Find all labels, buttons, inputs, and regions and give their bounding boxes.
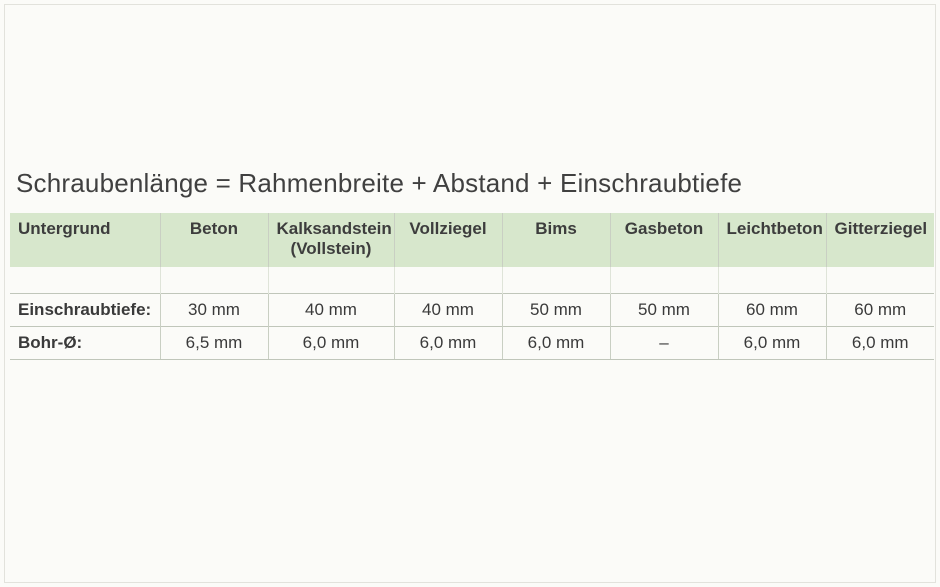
cell: – <box>610 326 718 359</box>
cell: 50 mm <box>610 293 718 326</box>
col-header-kalksandstein-main: Kalksandstein <box>277 219 392 238</box>
cell: 6,0 mm <box>268 326 394 359</box>
row-label-bohr: Bohr-Ø: <box>10 326 160 359</box>
spec-table: Untergrund Beton Kalksandstein (Vollstei… <box>10 213 934 360</box>
cell: 60 mm <box>718 293 826 326</box>
cell: 6,0 mm <box>502 326 610 359</box>
col-header-kalksandstein: Kalksandstein (Vollstein) <box>268 213 394 267</box>
spacer-row <box>10 267 934 293</box>
col-header-bims: Bims <box>502 213 610 267</box>
cell: 6,0 mm <box>718 326 826 359</box>
cell: 6,0 mm <box>394 326 502 359</box>
col-header-beton: Beton <box>160 213 268 267</box>
col-header-vollziegel: Vollziegel <box>394 213 502 267</box>
col-header-gasbeton: Gasbeton <box>610 213 718 267</box>
cell: 30 mm <box>160 293 268 326</box>
table-row: Einschraubtiefe: 30 mm 40 mm 40 mm 50 mm… <box>10 293 934 326</box>
col-header-leichtbeton: Leichtbeton <box>718 213 826 267</box>
table-row: Bohr-Ø: 6,5 mm 6,0 mm 6,0 mm 6,0 mm – 6,… <box>10 326 934 359</box>
col-header-kalksandstein-sub: (Vollstein) <box>277 239 386 259</box>
cell: 50 mm <box>502 293 610 326</box>
title: Schraubenlänge = Rahmenbreite + Abstand … <box>16 168 930 199</box>
cell: 60 mm <box>826 293 934 326</box>
cell: 6,5 mm <box>160 326 268 359</box>
page: Schraubenlänge = Rahmenbreite + Abstand … <box>0 0 940 587</box>
cell: 40 mm <box>394 293 502 326</box>
col-header-untergrund: Untergrund <box>10 213 160 267</box>
col-header-gitterziegel: Gitterziegel <box>826 213 934 267</box>
row-label-einschraubtiefe: Einschraubtiefe: <box>10 293 160 326</box>
table-header-row: Untergrund Beton Kalksandstein (Vollstei… <box>10 213 934 267</box>
cell: 6,0 mm <box>826 326 934 359</box>
cell: 40 mm <box>268 293 394 326</box>
